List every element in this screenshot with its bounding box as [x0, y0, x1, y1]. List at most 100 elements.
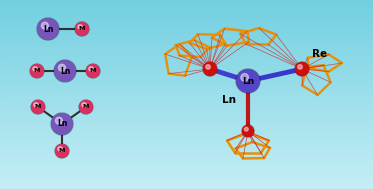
Bar [0, 51, 373, 54]
Circle shape [34, 103, 38, 107]
Bar [0, 101, 373, 104]
Bar [0, 37, 373, 40]
Bar [0, 44, 373, 47]
Bar [0, 26, 373, 28]
Circle shape [242, 125, 254, 137]
Circle shape [58, 147, 62, 151]
Bar [0, 2, 373, 5]
Bar [0, 42, 373, 45]
Circle shape [75, 22, 88, 36]
Circle shape [41, 22, 48, 29]
Bar [0, 146, 373, 149]
Bar [0, 113, 373, 116]
Bar [0, 16, 373, 19]
Circle shape [31, 64, 44, 77]
Bar [0, 7, 373, 9]
Bar [0, 165, 373, 168]
Bar [0, 87, 373, 90]
Bar [0, 66, 373, 69]
Text: M: M [59, 149, 65, 153]
Text: M: M [90, 68, 96, 74]
Bar [0, 139, 373, 142]
Bar [0, 33, 373, 36]
Circle shape [37, 18, 59, 40]
Text: Ln: Ln [242, 77, 254, 85]
Text: Ln: Ln [60, 67, 70, 75]
Circle shape [295, 63, 308, 76]
Bar [0, 151, 373, 153]
Bar [0, 84, 373, 87]
Text: M: M [34, 68, 40, 74]
Bar [0, 56, 373, 59]
Bar [0, 186, 373, 189]
Bar [0, 40, 373, 43]
Bar [0, 125, 373, 128]
Circle shape [206, 65, 210, 69]
Bar [0, 127, 373, 130]
Circle shape [298, 65, 302, 69]
Bar [0, 184, 373, 187]
Bar [0, 80, 373, 83]
Bar [0, 155, 373, 158]
Bar [0, 59, 373, 61]
Bar [0, 132, 373, 135]
Circle shape [78, 25, 82, 29]
Circle shape [30, 64, 44, 78]
Bar [0, 4, 373, 7]
Circle shape [87, 64, 100, 77]
Bar [0, 70, 373, 73]
Text: Ln: Ln [43, 25, 53, 33]
Bar [0, 153, 373, 156]
Bar [0, 167, 373, 170]
Bar [0, 68, 373, 71]
Bar [0, 115, 373, 118]
Circle shape [82, 103, 86, 107]
Bar [0, 61, 373, 64]
Circle shape [31, 101, 44, 114]
Text: Re: Re [312, 49, 327, 59]
Bar [0, 103, 373, 106]
Bar [0, 177, 373, 180]
Bar [0, 21, 373, 24]
Bar [0, 73, 373, 76]
Bar [0, 35, 373, 38]
Bar [0, 118, 373, 121]
Bar [0, 141, 373, 144]
Circle shape [244, 127, 248, 131]
Text: M: M [83, 105, 89, 109]
Bar [0, 49, 373, 52]
Bar [0, 28, 373, 31]
Bar [0, 160, 373, 163]
Bar [0, 23, 373, 26]
Bar [0, 170, 373, 172]
Bar [0, 82, 373, 85]
Circle shape [33, 67, 37, 71]
Bar [0, 63, 373, 66]
Circle shape [55, 144, 69, 158]
Bar [0, 75, 373, 78]
Bar [0, 14, 373, 17]
Circle shape [79, 100, 93, 114]
Bar [0, 94, 373, 97]
Circle shape [86, 64, 100, 78]
Text: M: M [35, 105, 41, 109]
Circle shape [56, 144, 69, 157]
Bar [0, 134, 373, 137]
Circle shape [79, 101, 93, 114]
Bar [0, 0, 373, 2]
Bar [0, 181, 373, 184]
Bar [0, 108, 373, 111]
Bar [0, 136, 373, 139]
Circle shape [203, 62, 217, 76]
Circle shape [237, 70, 259, 92]
Bar [0, 174, 373, 177]
Bar [0, 106, 373, 109]
Circle shape [51, 113, 73, 135]
Circle shape [56, 117, 62, 124]
Bar [0, 92, 373, 94]
Bar [0, 172, 373, 175]
Circle shape [31, 100, 45, 114]
Bar [0, 163, 373, 165]
Circle shape [204, 63, 216, 76]
Bar [0, 144, 373, 146]
